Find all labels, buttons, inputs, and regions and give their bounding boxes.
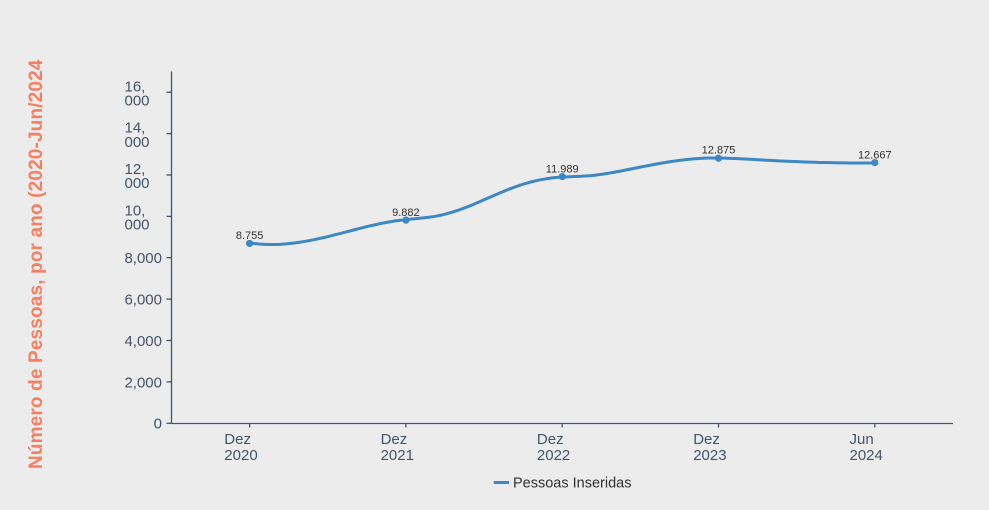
svg-text:12.875: 12.875: [702, 144, 736, 156]
svg-text:16,: 16,: [125, 78, 146, 95]
svg-text:8.755: 8.755: [236, 230, 264, 242]
svg-text:12.875: 12.875: [702, 144, 736, 156]
svg-text:2023: 2023: [693, 447, 726, 464]
svg-text:Número de Pessoas, por ano (20: Número de Pessoas, por ano (2020-Jun/202…: [26, 59, 47, 469]
svg-text:000: 000: [125, 92, 150, 109]
svg-text:2020: 2020: [224, 447, 257, 464]
svg-text:2021: 2021: [381, 447, 414, 464]
svg-text:12.667: 12.667: [858, 149, 892, 161]
svg-text:000: 000: [125, 134, 150, 151]
svg-text:8.755: 8.755: [236, 230, 264, 242]
svg-text:Pessoas Inseridas: Pessoas Inseridas: [513, 475, 631, 491]
svg-text:6,000: 6,000: [124, 292, 162, 309]
svg-text:10,: 10,: [125, 203, 146, 220]
svg-text:000: 000: [125, 175, 150, 192]
svg-text:2022: 2022: [537, 447, 570, 464]
svg-text:11.989: 11.989: [546, 163, 579, 175]
svg-text:2,000: 2,000: [124, 374, 162, 391]
svg-text:9.882: 9.882: [392, 207, 420, 219]
svg-text:Dez: Dez: [693, 431, 720, 448]
svg-text:14,: 14,: [125, 120, 146, 137]
svg-text:12,: 12,: [125, 161, 146, 178]
svg-text:4,000: 4,000: [124, 333, 162, 350]
svg-text:9.882: 9.882: [392, 207, 420, 219]
svg-text:Jun: Jun: [850, 431, 874, 448]
svg-text:Dez: Dez: [537, 431, 564, 448]
svg-text:000: 000: [125, 217, 150, 234]
svg-text:0: 0: [154, 416, 162, 433]
svg-text:11.989: 11.989: [546, 163, 579, 175]
svg-text:2024: 2024: [850, 447, 883, 464]
svg-text:Dez: Dez: [381, 431, 408, 448]
svg-text:8,000: 8,000: [124, 250, 162, 267]
svg-text:Dez: Dez: [224, 431, 251, 448]
svg-text:12.667: 12.667: [858, 149, 892, 161]
